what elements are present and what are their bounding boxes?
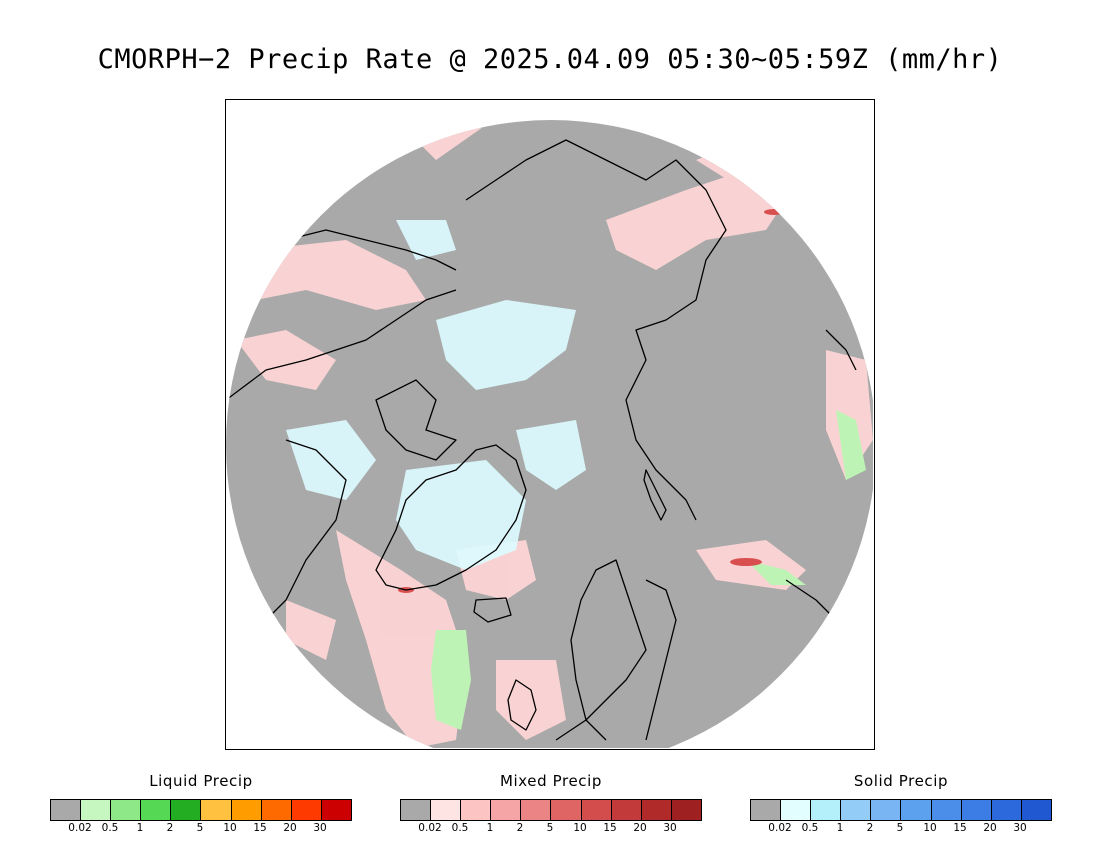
- legend-swatch: [871, 800, 902, 820]
- legend-swatch: [641, 800, 672, 820]
- solid-precip-areas: [286, 220, 586, 570]
- legend-swatch: [431, 800, 462, 820]
- legend-tick-label: 30: [1013, 822, 1027, 834]
- legend-swatch: [551, 800, 582, 820]
- heavy-mixed-core-siberia: [730, 558, 762, 566]
- legend-tick-label: 0.02: [418, 822, 442, 834]
- legend-swatch: [961, 800, 992, 820]
- legend-tick-label: 10: [923, 822, 937, 834]
- legend-tick-label: 0.02: [768, 822, 792, 834]
- legend-swatch: [491, 800, 522, 820]
- legend-tick-label: 15: [253, 822, 267, 834]
- legend-swatch: [141, 800, 172, 820]
- legend-swatch: [901, 800, 932, 820]
- legend-title: Mixed Precip: [499, 772, 603, 790]
- legend-tick-label: 1: [486, 822, 494, 834]
- legend-solid-precip: Solid Precip 0.02 0.5 1 2 5 10 15 20 30: [750, 770, 1052, 834]
- legend-colorbar: [50, 799, 352, 821]
- legend-tick-label: 5: [896, 822, 904, 834]
- coastline-british-isles: [507, 679, 537, 731]
- legend-tick-label: 15: [953, 822, 967, 834]
- coastline-novaya-zemlya: [643, 469, 667, 521]
- coastline-north-america: [226, 289, 457, 621]
- legend-tick-label: 2: [516, 822, 524, 834]
- legend-tick-label: 0.5: [101, 822, 119, 834]
- legend-swatch: [81, 800, 112, 820]
- legend-swatch: [51, 800, 82, 820]
- legend-mixed-precip: Mixed Precip 0.02 0.5 1 2 5 10 15 20 30: [400, 770, 702, 834]
- legend-colorbar: [750, 799, 1052, 821]
- legend-swatch: [521, 800, 552, 820]
- legend-swatch: [991, 800, 1022, 820]
- legend-swatch: [581, 800, 612, 820]
- coastline-greenland: [375, 444, 527, 591]
- mixed-precip-patch-westcoast: [256, 240, 426, 310]
- legend-tick-label: 5: [546, 822, 554, 834]
- legend-tick-label: 20: [633, 822, 647, 834]
- solid-precip-bering: [396, 220, 456, 260]
- polar-precip-map: [226, 120, 873, 748]
- legend-swatch: [231, 800, 262, 820]
- legend-tick-label: 30: [313, 822, 327, 834]
- coastline-siberia: [465, 139, 727, 521]
- legend-swatch: [781, 800, 812, 820]
- legend-swatch: [811, 800, 842, 820]
- coastline-alaska: [285, 229, 457, 271]
- coastline-iceland: [473, 597, 512, 623]
- legend-swatch: [611, 800, 642, 820]
- coastline-canadian-archipelago: [375, 379, 457, 461]
- solid-precip-arctic-ocean: [436, 300, 576, 390]
- legend-swatch: [261, 800, 292, 820]
- coastline-europe: [555, 579, 677, 741]
- legend-tick-label: 0.5: [451, 822, 469, 834]
- legend-swatch: [751, 800, 782, 820]
- map-panel: [225, 99, 875, 750]
- solid-precip-greenland: [396, 460, 526, 570]
- liquid-precip-east-edge: [836, 410, 866, 480]
- legend-tick-label: 0.5: [801, 822, 819, 834]
- legend-swatch: [461, 800, 492, 820]
- legend-title: Liquid Precip: [149, 772, 253, 790]
- coastline-scandinavia: [570, 559, 647, 721]
- legend-colorbar: [400, 799, 702, 821]
- heavy-mixed-core-northeast: [764, 209, 784, 215]
- legend-swatch: [291, 800, 322, 820]
- legend-swatch: [841, 800, 872, 820]
- legend-tick-label: 10: [223, 822, 237, 834]
- liquid-precip-areas: [431, 410, 866, 730]
- mixed-precip-patch-west: [236, 330, 336, 390]
- legend-tick-label: 20: [983, 822, 997, 834]
- legend-tick-label: 0.02: [68, 822, 92, 834]
- coastlines: [226, 139, 873, 741]
- legend-swatch: [321, 800, 351, 820]
- legend-swatch: [1021, 800, 1051, 820]
- legend-swatch: [201, 800, 232, 820]
- liquid-precip-siberia: [746, 560, 806, 585]
- legend-swatch: [171, 800, 202, 820]
- legend-swatch: [931, 800, 962, 820]
- legend-tick-label: 1: [836, 822, 844, 834]
- legend-tick-label: 10: [573, 822, 587, 834]
- legend-swatch: [401, 800, 432, 820]
- legend-tick-label: 20: [283, 822, 297, 834]
- mixed-precip-patch-europe: [496, 660, 566, 740]
- legend-title: Solid Precip: [853, 772, 949, 790]
- legend-liquid-precip: Liquid Precip 0.02 0.5 1 2 5 10 15 20 30: [50, 770, 352, 834]
- legend-tick-label: 5: [196, 822, 204, 834]
- map-title: CMORPH−2 Precip Rate @ 2025.04.09 05:30~…: [97, 44, 1003, 75]
- mixed-precip-patch-southwest: [286, 600, 336, 660]
- legend-tick-label: 2: [866, 822, 874, 834]
- legend-tick-label: 2: [166, 822, 174, 834]
- legend-swatch: [111, 800, 142, 820]
- legend-tick-label: 1: [136, 822, 144, 834]
- legend-tick-label: 30: [663, 822, 677, 834]
- solid-precip-canada: [286, 420, 376, 500]
- liquid-precip-atlantic-band: [431, 630, 471, 730]
- legend-swatch: [671, 800, 701, 820]
- mixed-precip-patch-northeast: [606, 170, 786, 270]
- legend-tick-label: 15: [603, 822, 617, 834]
- solid-precip-greenland-north: [516, 420, 586, 490]
